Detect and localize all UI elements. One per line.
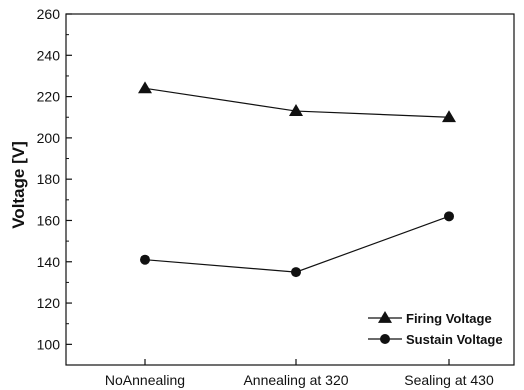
y-tick-label: 120: [37, 295, 61, 311]
legend-marker: [380, 334, 390, 344]
series-sustain-voltage: [140, 211, 454, 278]
y-axis-title: Voltage [V]: [9, 141, 28, 229]
axes: [65, 13, 515, 366]
data-point: [444, 211, 454, 222]
x-tick-label: Annealing at 320: [243, 372, 348, 388]
y-tick-label: 140: [37, 254, 61, 270]
x-tick-label: Sealing at 430: [404, 372, 494, 388]
series-group: [138, 81, 456, 278]
y-axis-ticks: 100 120 140 160 180 200 220 240 260: [37, 6, 72, 352]
y-tick-label: 260: [37, 6, 61, 22]
data-point: [291, 267, 301, 278]
y-tick-label: 100: [37, 336, 61, 352]
legend: Firing Voltage Sustain Voltage: [368, 311, 503, 347]
legend-marker: [378, 311, 392, 323]
data-point: [289, 104, 303, 116]
data-point: [442, 110, 456, 123]
legend-item: Firing Voltage: [368, 311, 492, 326]
series-firing-voltage: [138, 81, 456, 123]
y-tick-label: 160: [37, 212, 61, 228]
x-axis-ticks: NoAnnealing Annealing at 320 Sealing at 43…: [105, 359, 494, 388]
series-line: [144, 215, 450, 273]
legend-label: Sustain Voltage: [406, 332, 503, 347]
plot-frame: [65, 13, 515, 366]
data-point: [140, 254, 150, 265]
legend-item: Sustain Voltage: [368, 332, 503, 347]
x-tick-label: NoAnnealing: [105, 372, 185, 388]
legend-label: Firing Voltage: [406, 311, 492, 326]
data-point: [138, 81, 152, 94]
y-tick-label: 240: [37, 47, 61, 63]
y-tick-label: 180: [37, 171, 61, 187]
y-tick-label: 200: [37, 130, 61, 146]
y-tick-label: 220: [37, 89, 61, 105]
